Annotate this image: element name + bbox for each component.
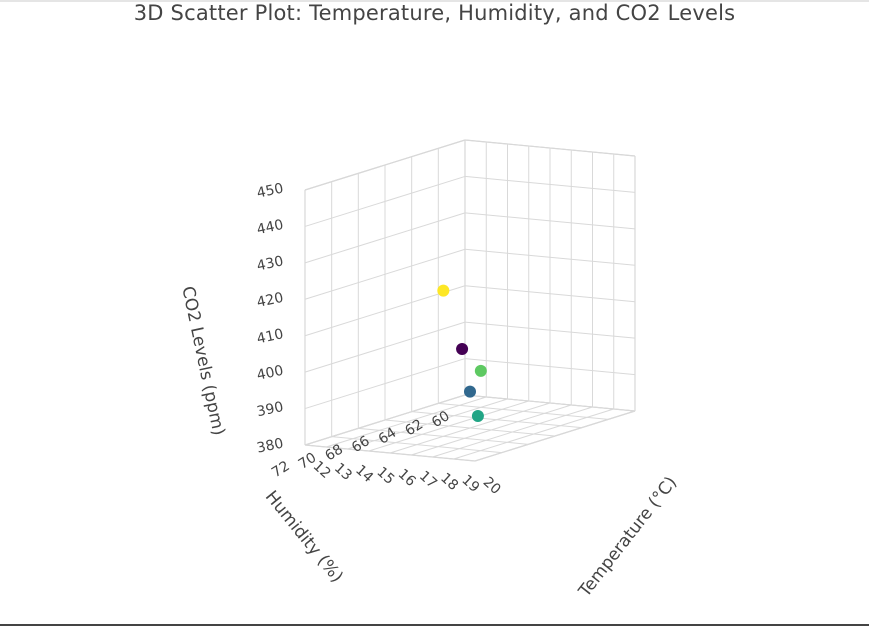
grid-line — [464, 321, 636, 339]
grid-line — [304, 248, 466, 300]
x-tick-label: 15 — [373, 464, 397, 488]
chart-title: 3D Scatter Plot: Temperature, Humidity, … — [133, 1, 736, 25]
gridlines — [304, 139, 636, 462]
grid-line — [304, 444, 476, 462]
grid-line — [464, 212, 636, 230]
grid-line — [464, 394, 636, 412]
y-tick-label: 66 — [349, 433, 373, 456]
z-axis-title: CO2 Levels (ppm) — [177, 285, 228, 438]
y-tick-label: 72 — [269, 458, 293, 481]
data-point[interactable] — [471, 409, 484, 422]
grid-line — [464, 285, 636, 303]
z-tick-label: 400 — [255, 363, 284, 384]
z-tick-label: 410 — [255, 326, 284, 347]
x-tick-label: 17 — [416, 468, 440, 492]
z-tick-label: 390 — [255, 399, 284, 420]
y-tick-label: 62 — [402, 416, 426, 439]
z-tick-label: 420 — [255, 290, 284, 311]
grid-line — [304, 358, 466, 410]
x-tick-label: 13 — [331, 460, 355, 484]
grid-line — [304, 321, 466, 373]
x-tick-label: 19 — [458, 472, 482, 496]
grid-line — [331, 436, 502, 454]
grid-line — [464, 175, 636, 193]
grid-line — [304, 139, 466, 191]
z-tick-label: 430 — [255, 253, 284, 274]
grid-line — [358, 427, 529, 445]
data-point[interactable] — [474, 364, 487, 377]
y-axis-title: Humidity (%) — [261, 487, 347, 587]
y-tick-label: 64 — [376, 425, 400, 448]
data-point[interactable] — [456, 342, 469, 355]
top-border — [0, 0, 869, 2]
grid-line — [464, 248, 636, 266]
grid-line — [304, 175, 466, 227]
bottom-border — [0, 624, 869, 626]
x-tick-label: 18 — [437, 470, 461, 494]
x-tick-label: 14 — [352, 462, 376, 486]
data-points[interactable] — [437, 284, 487, 422]
data-point[interactable] — [464, 385, 476, 398]
x-tick-label: 16 — [395, 466, 419, 490]
z-tick-label: 380 — [255, 435, 284, 456]
grid-line — [304, 285, 466, 337]
data-point[interactable] — [437, 284, 450, 297]
grid-line — [438, 402, 609, 420]
x-axis-title: Temperature (°C) — [574, 473, 681, 602]
grid-line — [304, 212, 466, 264]
grid-line — [464, 139, 636, 157]
grid-line — [384, 419, 556, 437]
z-tick-label: 440 — [255, 217, 284, 238]
tick-labels: 1213141516171819206062646668707238039040… — [255, 180, 503, 497]
x-tick-label: 20 — [480, 474, 504, 498]
y-tick-label: 60 — [429, 408, 453, 431]
grid-line — [464, 358, 636, 376]
grid-line — [411, 411, 582, 429]
z-tick-label: 450 — [255, 180, 284, 201]
y-tick-label: 68 — [322, 441, 346, 464]
